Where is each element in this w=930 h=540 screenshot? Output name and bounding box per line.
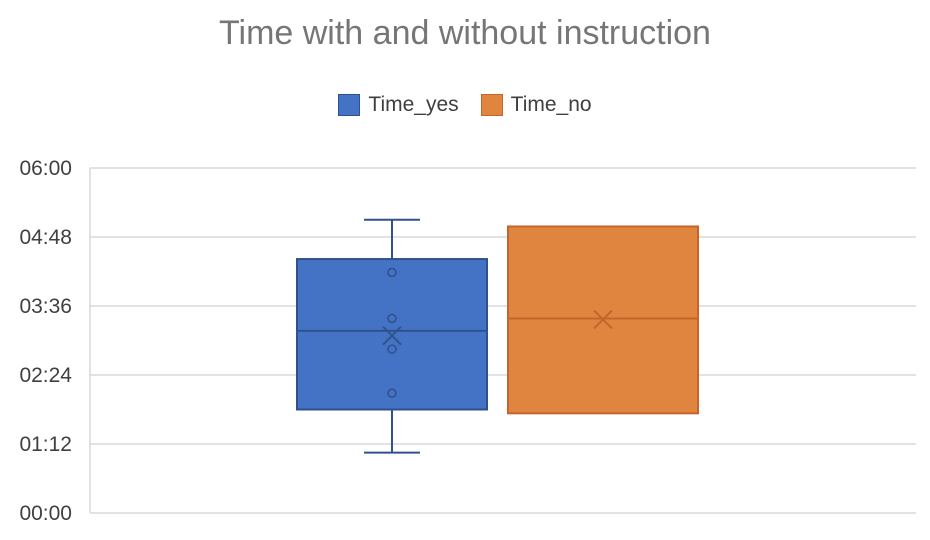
data-point-time-yes	[387, 267, 397, 278]
box-time-yes	[296, 258, 488, 411]
legend-swatch-time-yes	[338, 94, 361, 116]
mean-marker-time-yes	[382, 326, 402, 346]
data-point-time-yes	[387, 344, 397, 354]
legend-item-time-yes: Time_yes	[338, 93, 459, 117]
y-tick-label: 06:00	[19, 157, 72, 180]
y-tick-label: 00:00	[19, 502, 72, 525]
legend-label-time-no: Time_no	[510, 93, 592, 116]
data-point-time-yes	[387, 388, 397, 399]
legend: Time_yes Time_no	[0, 93, 930, 117]
mean-marker-time-no	[593, 309, 613, 330]
y-tick-label: 02:24	[19, 364, 72, 387]
data-point-time-yes	[387, 313, 397, 324]
chart-title: Time with and without instruction	[219, 14, 711, 52]
y-tick-label: 03:36	[19, 295, 72, 318]
y-tick-label: 01:12	[19, 433, 72, 456]
legend-label-time-yes: Time_yes	[368, 93, 459, 116]
legend-item-time-no: Time_no	[480, 93, 592, 117]
legend-swatch-time-no	[480, 94, 503, 116]
y-tick-label: 04:48	[19, 226, 72, 249]
